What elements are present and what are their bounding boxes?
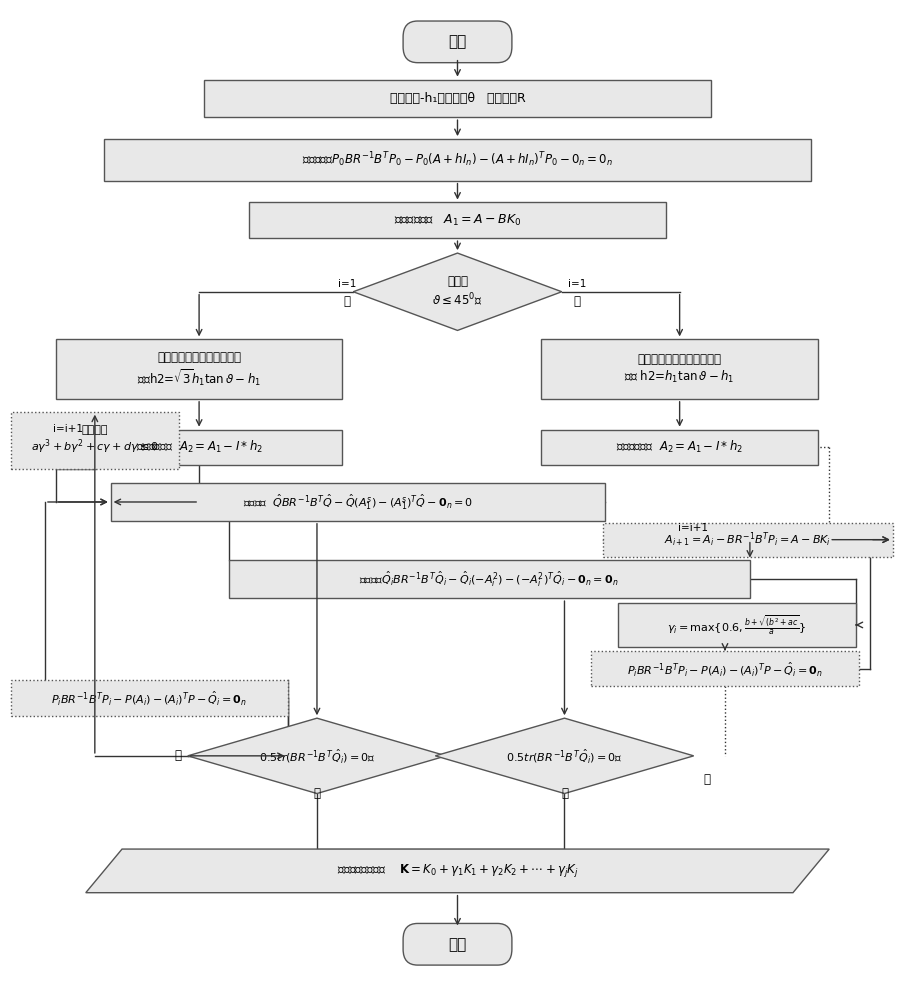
Text: 对于给定的参数将虚轴向右
移动h2=$\sqrt{3}h_1\tan\vartheta-h_1$: 对于给定的参数将虚轴向右 移动h2=$\sqrt{3}h_1\tan\varth…: [137, 351, 261, 388]
Text: 新的状态矩阵  $A_2=A_1-I*h_2$: 新的状态矩阵 $A_2=A_1-I*h_2$: [135, 439, 263, 455]
FancyBboxPatch shape: [603, 523, 893, 557]
Text: 是: 是: [343, 295, 350, 308]
FancyBboxPatch shape: [11, 412, 178, 469]
Polygon shape: [86, 849, 829, 893]
Text: 稳定裕度-h₁、阻尼角θ   代价矩阵R: 稳定裕度-h₁、阻尼角θ 代价矩阵R: [390, 92, 525, 105]
Text: 是: 是: [561, 787, 568, 800]
FancyBboxPatch shape: [542, 339, 818, 399]
FancyBboxPatch shape: [542, 430, 818, 465]
Text: 阻尼角
$\vartheta\leq45^0$？: 阻尼角 $\vartheta\leq45^0$？: [432, 275, 483, 308]
Text: 解方程：$\hat{Q}_iBR^{-1}B^T\hat{Q}_i-\hat{Q}_i(-A_i^2)-(-A_i^2)^T\hat{Q}_i-\mathbf{: 解方程：$\hat{Q}_iBR^{-1}B^T\hat{Q}_i-\hat{Q…: [360, 570, 619, 589]
Text: $0.5tr(BR^{-1}B^T\hat{Q}_i)=0$？: $0.5tr(BR^{-1}B^T\hat{Q}_i)=0$？: [259, 747, 375, 765]
Text: i=1: i=1: [338, 279, 356, 289]
Polygon shape: [353, 253, 562, 330]
Text: 新的状态矩阵  $A_2=A_1-I*h_2$: 新的状态矩阵 $A_2=A_1-I*h_2$: [616, 439, 743, 455]
Text: $P_iBR^{-1}B^TP_i-P(A_i)-(A_i)^TP-\hat{Q}_i=\mathbf{0}_n$: $P_iBR^{-1}B^TP_i-P(A_i)-(A_i)^TP-\hat{Q…: [51, 689, 247, 707]
Text: 否: 否: [175, 749, 182, 762]
FancyBboxPatch shape: [618, 603, 856, 647]
Text: 解不等式
$a\gamma^3+b\gamma^2+c\gamma+d\gamma\leq0$: 解不等式 $a\gamma^3+b\gamma^2+c\gamma+d\gamm…: [31, 425, 158, 456]
Polygon shape: [436, 718, 694, 794]
Text: 否: 否: [574, 295, 581, 308]
Text: $0.5tr(BR^{-1}B^T\hat{Q}_i)=0$？: $0.5tr(BR^{-1}B^T\hat{Q}_i)=0$？: [506, 747, 623, 765]
Text: 开始: 开始: [448, 34, 467, 49]
FancyBboxPatch shape: [404, 21, 511, 63]
Text: i=i+1: i=i+1: [678, 523, 708, 533]
FancyBboxPatch shape: [104, 139, 811, 181]
FancyBboxPatch shape: [591, 651, 858, 686]
Text: i=i+1: i=i+1: [53, 424, 82, 434]
FancyBboxPatch shape: [404, 923, 511, 965]
FancyBboxPatch shape: [111, 483, 605, 521]
Text: 求解等式：$\mathbf{\mathit{P_0BR^{-1}B^TP_0-P_0(A+hI_n)-(A+hI_n)^TP_0-0_n=0_n}}$: 求解等式：$\mathbf{\mathit{P_0BR^{-1}B^TP_0-P…: [302, 151, 613, 169]
FancyBboxPatch shape: [11, 680, 287, 716]
Polygon shape: [188, 718, 447, 794]
Text: 解方程：  $\hat{Q}BR^{-1}B^T\hat{Q}-\hat{Q}(A_1^s)-(A_1^s)^T\hat{Q}-\mathbf{0}_n=0$: 解方程： $\hat{Q}BR^{-1}B^T\hat{Q}-\hat{Q}(A…: [242, 492, 473, 512]
Text: $P_iBR^{-1}B^TP_i-P(A_i)-(A_i)^TP-\hat{Q}_i=\mathbf{0}_n$: $P_iBR^{-1}B^TP_i-P(A_i)-(A_i)^TP-\hat{Q…: [627, 660, 823, 678]
Text: 是: 是: [314, 787, 320, 800]
Text: 输出反馈增益阵：    $\mathbf{K}=K_0+\gamma_1K_1+\gamma_2K_2+\cdots+\gamma_jK_j$: 输出反馈增益阵： $\mathbf{K}=K_0+\gamma_1K_1+\ga…: [337, 862, 578, 879]
Text: 否: 否: [704, 773, 710, 786]
Text: $\gamma_i=\max\{0.6,\frac{b+\sqrt{(b^2+ac}}{a}\}$: $\gamma_i=\max\{0.6,\frac{b+\sqrt{(b^2+a…: [667, 613, 806, 637]
Text: 结束: 结束: [448, 937, 467, 952]
Text: 对于给定的参数将虚轴向右
移动 h2=$h_1\tan\vartheta-h_1$: 对于给定的参数将虚轴向右 移动 h2=$h_1\tan\vartheta-h_1…: [624, 353, 735, 385]
FancyBboxPatch shape: [229, 560, 750, 598]
Text: $A_{i+1}=A_i-BR^{-1}B^TP_i=A-BK_i$: $A_{i+1}=A_i-BR^{-1}B^TP_i=A-BK_i$: [664, 530, 831, 549]
FancyBboxPatch shape: [57, 339, 342, 399]
Text: 新的闭环矩阵   $\mathit{A_1=A-BK_0}$: 新的闭环矩阵 $\mathit{A_1=A-BK_0}$: [393, 213, 522, 228]
Text: i=1: i=1: [568, 279, 587, 289]
FancyBboxPatch shape: [204, 80, 711, 117]
FancyBboxPatch shape: [57, 430, 342, 465]
FancyBboxPatch shape: [249, 202, 666, 238]
